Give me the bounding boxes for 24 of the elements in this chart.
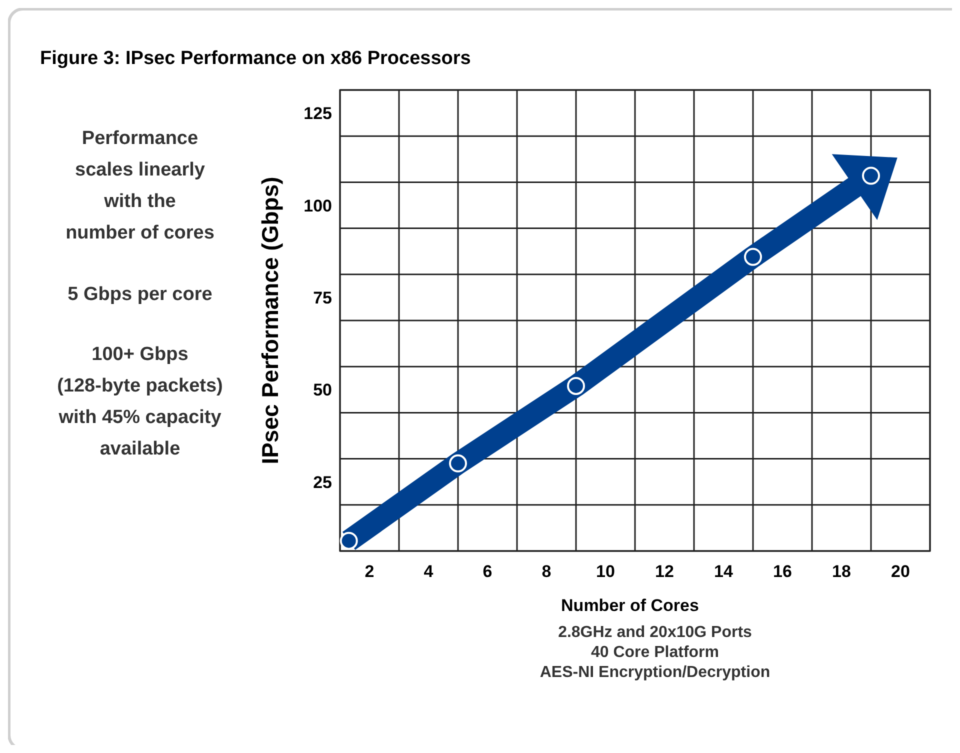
x-tick-label: 14 [714,562,734,581]
y-tick-label: 125 [304,104,332,124]
x-tick-label: 2 [364,562,374,581]
text: 40 Core Platform [590,644,720,661]
x-tick-label: 6 [482,562,492,581]
y-tick-label: 100 [304,196,332,216]
y-tick-label: 50 [313,380,332,400]
text: Performance scales linearly with the number of cores [66,128,214,244]
text: 100+ Gbps (128-byte packets) with 45% capacity available [57,344,223,460]
x-tick-label: 12 [655,562,674,581]
x-tick-label: 20 [891,562,910,581]
x-tick-label: 10 [596,562,615,581]
text: 2.8GHz and 20x10G Ports [558,624,752,641]
text: AES-NI Encryption/Decryption [540,664,770,681]
y-axis-title: IPsec Performance (Gbps) [257,176,283,464]
x-tick-label: 4 [424,562,434,581]
x-tick-label: 8 [542,562,552,581]
text: 5 Gbps per core [68,284,212,305]
x-tick-label: 16 [773,562,792,581]
y-tick-label: 75 [313,288,332,308]
y-tick-label: 25 [313,472,332,492]
x-tick-label: 18 [832,562,851,581]
chart-title: Figure 3: IPsec Performance on x86 Processors [40,48,471,69]
x-axis-title: Number of Cores [561,596,699,615]
